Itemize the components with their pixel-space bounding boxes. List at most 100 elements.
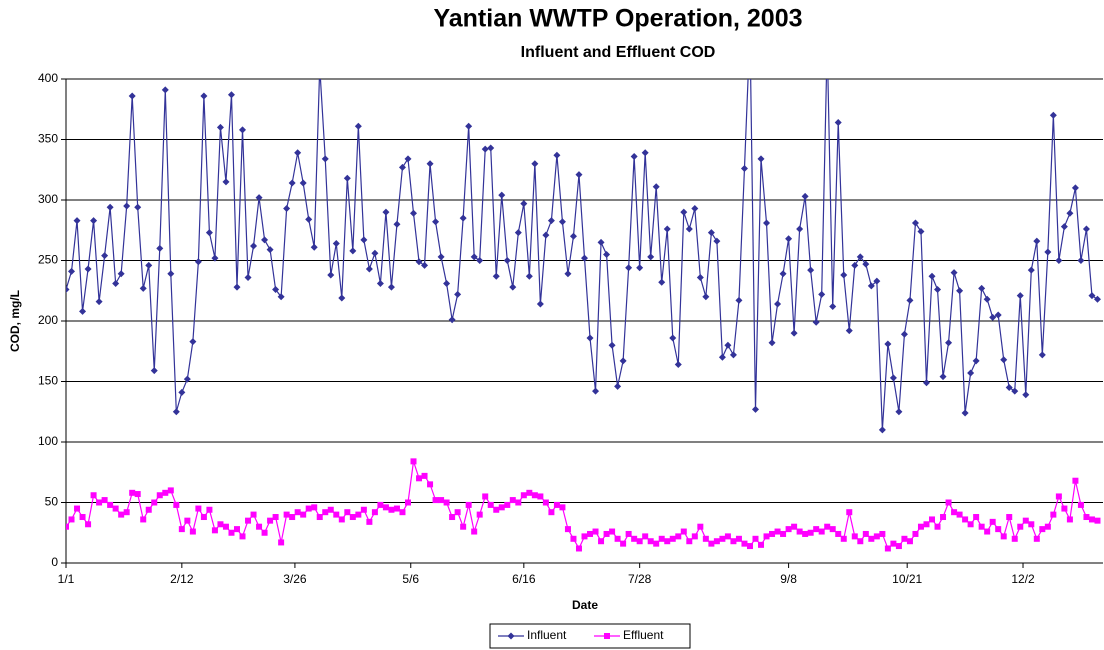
data-point xyxy=(283,204,291,212)
data-point xyxy=(74,505,81,512)
data-point xyxy=(222,178,230,186)
data-point xyxy=(663,225,671,233)
data-point xyxy=(973,514,980,521)
data-point xyxy=(1039,526,1046,533)
data-point xyxy=(327,506,334,513)
data-point xyxy=(1022,391,1030,399)
data-point xyxy=(68,516,75,523)
data-point xyxy=(316,63,323,70)
data-point xyxy=(250,242,258,250)
data-point xyxy=(321,155,329,163)
data-point xyxy=(647,253,655,261)
data-point xyxy=(426,160,434,168)
data-point xyxy=(785,235,793,243)
data-point xyxy=(167,487,174,494)
data-point xyxy=(382,504,389,511)
data-point xyxy=(129,489,136,496)
data-point xyxy=(879,530,886,537)
data-point xyxy=(311,504,318,511)
data-point xyxy=(454,290,462,298)
data-point xyxy=(531,492,538,499)
data-point xyxy=(895,543,902,550)
data-point xyxy=(1044,523,1051,530)
data-point xyxy=(112,279,120,287)
data-point xyxy=(586,334,594,342)
data-point xyxy=(255,194,263,202)
data-point xyxy=(862,530,869,537)
data-point xyxy=(377,501,384,508)
data-point xyxy=(895,408,903,416)
data-point xyxy=(256,523,263,530)
data-point xyxy=(300,511,307,518)
data-point xyxy=(520,492,527,499)
data-point xyxy=(107,501,114,508)
data-point xyxy=(889,374,897,382)
data-point xyxy=(945,339,953,347)
data-point xyxy=(471,528,478,535)
data-point xyxy=(542,499,549,506)
data-point xyxy=(724,533,731,540)
legend-label: Effluent xyxy=(623,628,664,642)
data-point xyxy=(713,538,720,545)
data-point xyxy=(211,527,218,534)
data-point xyxy=(388,506,395,513)
data-point xyxy=(1082,225,1090,233)
data-point xyxy=(432,218,440,226)
x-tick-label: 10/21 xyxy=(892,572,922,586)
data-point xyxy=(575,545,582,552)
data-point xyxy=(272,286,280,294)
data-point xyxy=(509,497,516,504)
y-tick-label: 150 xyxy=(38,374,58,388)
data-point xyxy=(294,509,301,516)
data-point xyxy=(962,516,969,523)
data-point xyxy=(824,523,831,530)
data-point xyxy=(967,369,975,377)
data-point xyxy=(934,523,941,530)
data-point xyxy=(940,514,947,521)
data-point xyxy=(735,296,743,304)
data-point xyxy=(79,514,86,521)
data-point xyxy=(857,538,864,545)
data-point xyxy=(476,511,483,518)
data-point xyxy=(702,293,710,301)
data-point xyxy=(730,538,737,545)
data-point xyxy=(1027,266,1035,274)
data-point xyxy=(404,155,412,163)
data-point xyxy=(636,264,644,272)
data-point xyxy=(619,357,627,365)
data-point xyxy=(161,86,169,94)
data-point xyxy=(752,535,759,542)
data-point xyxy=(763,219,771,227)
data-point xyxy=(454,509,461,516)
y-tick-label: 100 xyxy=(38,434,58,448)
data-point xyxy=(261,529,268,536)
data-point xyxy=(1005,384,1013,392)
data-point xyxy=(911,219,919,227)
data-point xyxy=(669,535,676,542)
data-point xyxy=(492,272,500,280)
data-point xyxy=(923,521,930,528)
data-point xyxy=(267,517,274,524)
y-tick-label: 200 xyxy=(38,313,58,327)
data-point xyxy=(801,192,809,200)
data-point xyxy=(443,279,451,287)
data-point xyxy=(1049,111,1057,119)
data-point xyxy=(73,217,81,225)
data-point xyxy=(487,501,494,508)
data-point xyxy=(393,220,401,228)
data-point xyxy=(333,511,340,518)
data-point xyxy=(200,514,207,521)
data-point xyxy=(498,504,505,511)
x-tick-label: 2/12 xyxy=(170,572,194,586)
data-point xyxy=(172,408,180,416)
data-point xyxy=(978,523,985,530)
data-point xyxy=(564,270,572,278)
x-tick-label: 1/1 xyxy=(58,572,75,586)
data-point xyxy=(790,329,798,337)
x-tick-label: 5/6 xyxy=(402,572,419,586)
data-point xyxy=(217,521,224,528)
data-point xyxy=(1000,356,1008,364)
data-point xyxy=(327,271,335,279)
data-point xyxy=(802,530,809,537)
